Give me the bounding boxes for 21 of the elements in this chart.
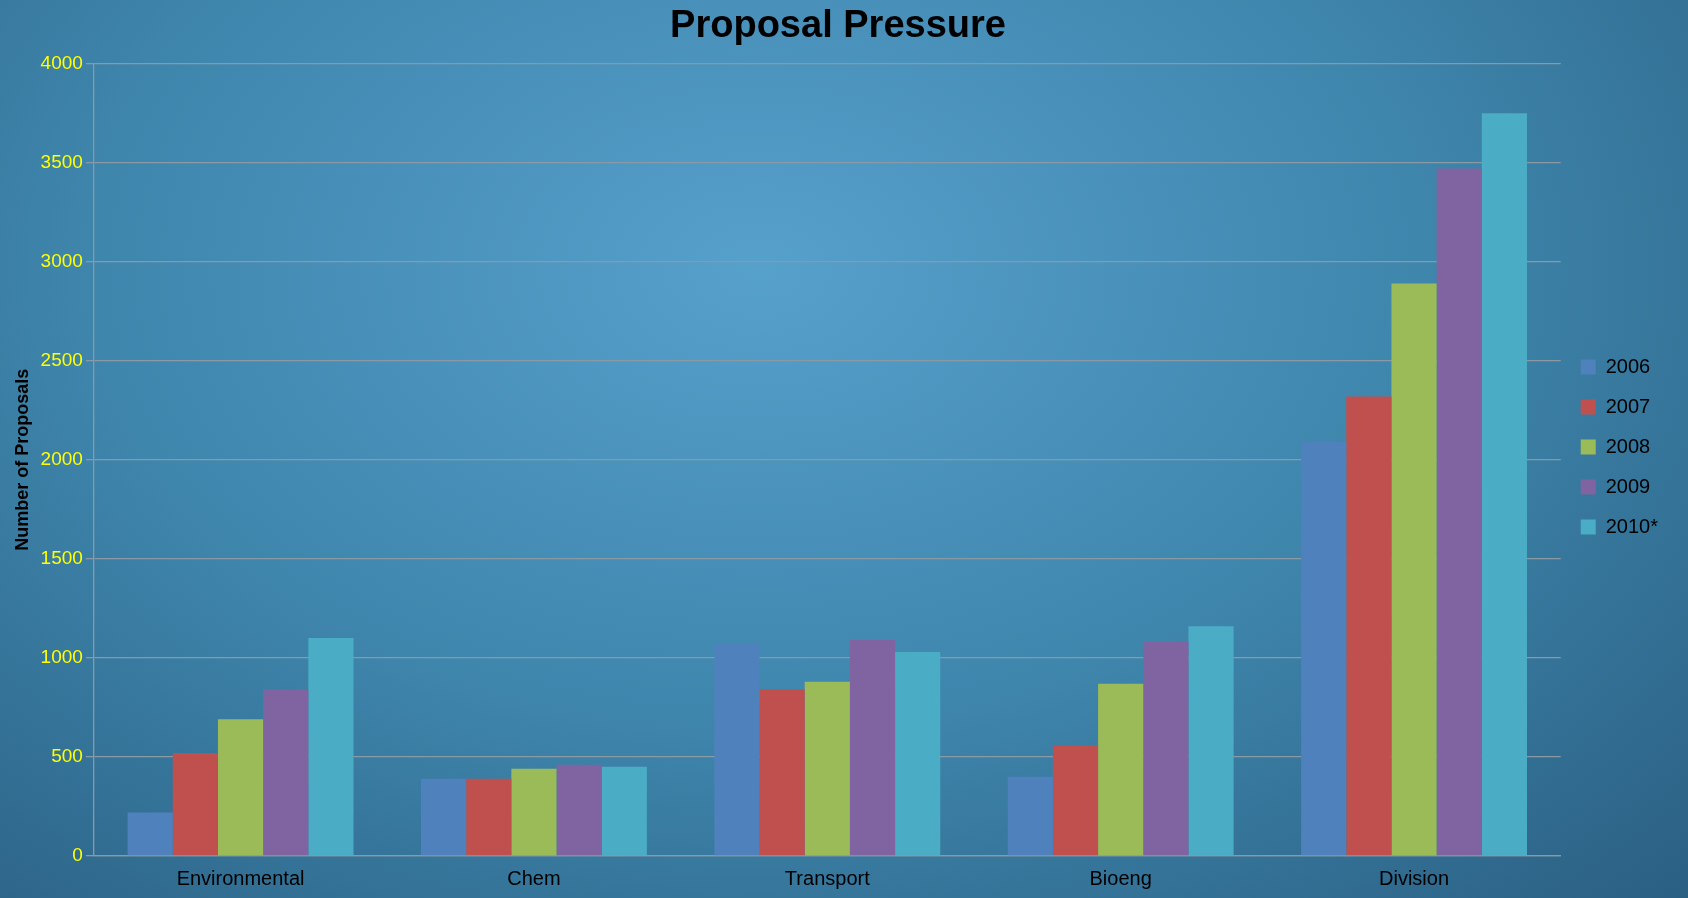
x-tick-label: Transport <box>784 866 871 889</box>
legend-label: 2007 <box>1605 394 1651 417</box>
y-axis-title: Number of Proposals <box>11 368 32 551</box>
y-tick-label: 500 <box>51 745 83 767</box>
y-tick-label: 1500 <box>40 547 83 569</box>
legend-label: 2008 <box>1605 434 1651 457</box>
y-tick-label: 0 <box>72 844 83 866</box>
legend-label: 2009 <box>1605 474 1651 497</box>
legend-label: 2006 <box>1605 354 1651 377</box>
y-tick-label: 3000 <box>40 249 83 271</box>
y-tick-label: 2500 <box>40 348 83 370</box>
y-tick-label: 3500 <box>40 150 83 172</box>
legend-label: 2010* <box>1605 514 1659 537</box>
y-tick-label: 2000 <box>40 448 83 470</box>
y-tick-label: 1000 <box>40 646 83 668</box>
x-tick-label: Bioeng <box>1089 866 1152 889</box>
x-tick-label: Environmental <box>176 866 305 889</box>
x-tick-label: Division <box>1379 866 1450 889</box>
y-tick-label: 4000 <box>40 51 83 73</box>
chart-title: Proposal Pressure <box>670 3 1006 46</box>
x-tick-label: Chem <box>507 866 561 889</box>
